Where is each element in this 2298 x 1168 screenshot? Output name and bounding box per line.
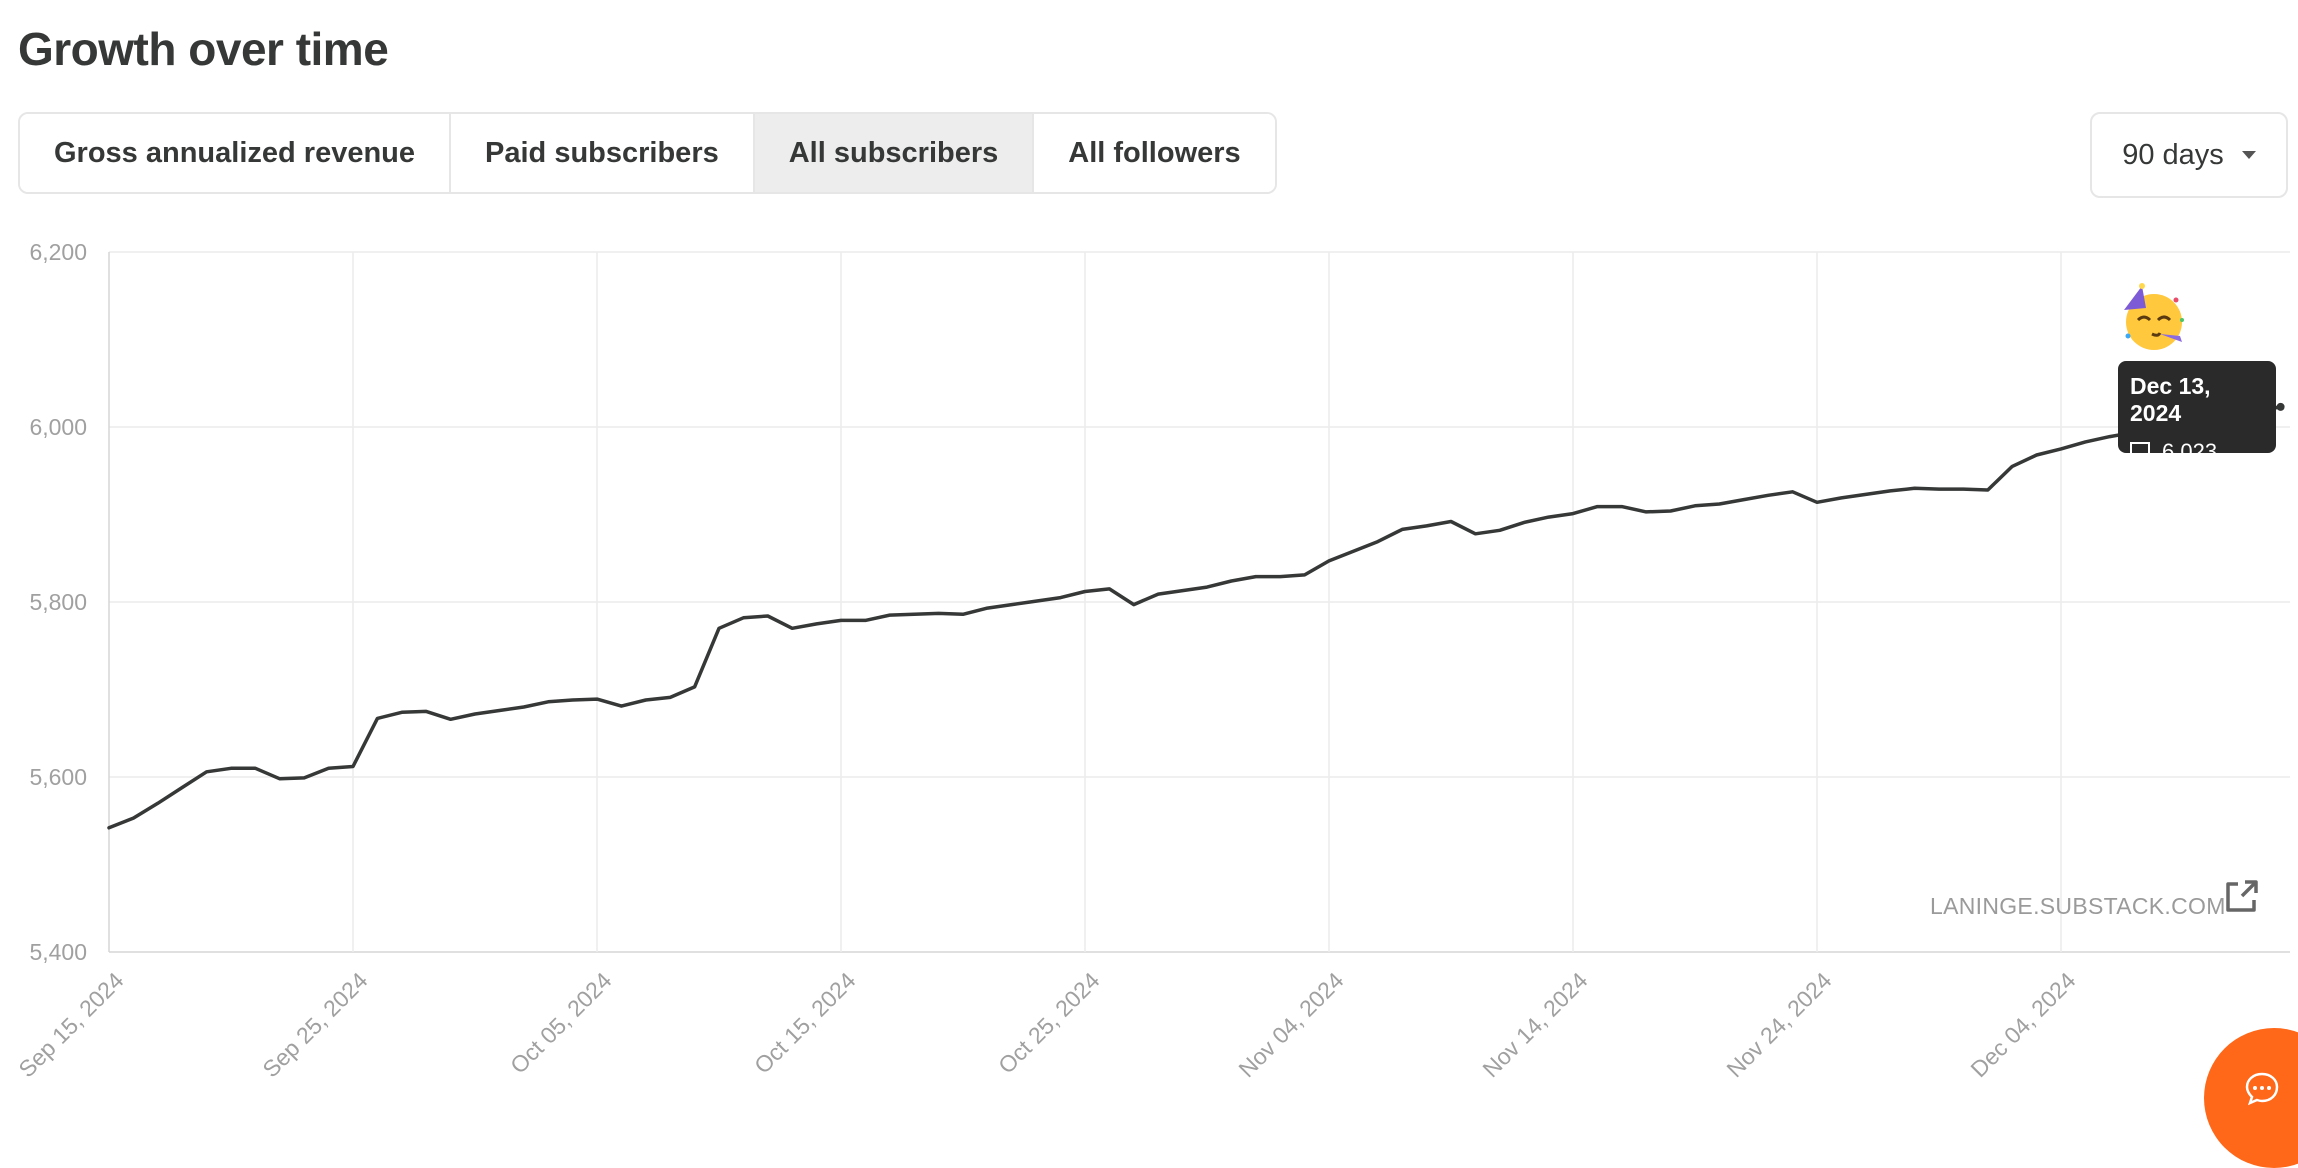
series-line xyxy=(107,405,2283,830)
y-tick-label: 5,800 xyxy=(29,589,87,615)
page-title: Growth over time xyxy=(18,23,389,75)
highlight-point xyxy=(2276,402,2285,411)
watermark-link[interactable]: LANINGE.SUBSTACK.COM xyxy=(1930,893,2226,919)
chat-icon xyxy=(2245,1072,2279,1106)
tab-paid-subscribers[interactable]: Paid subscribers xyxy=(451,114,755,192)
x-tick-label: Nov 04, 2024 xyxy=(1233,967,1348,1082)
tooltip-date: Dec 13, 2024 xyxy=(2130,373,2211,426)
external-link-icon[interactable] xyxy=(2222,878,2260,916)
y-tick-label: 5,400 xyxy=(29,939,87,965)
x-tick-label: Sep 25, 2024 xyxy=(257,967,372,1082)
tab-gross-annualized-revenue[interactable]: Gross annualized revenue xyxy=(20,114,452,192)
partying-face-icon xyxy=(2124,283,2184,350)
x-tick-label: Oct 25, 2024 xyxy=(993,967,1105,1079)
caret-down-icon xyxy=(2241,151,2256,159)
x-tick-label: Nov 24, 2024 xyxy=(1721,967,1836,1082)
range-select-value: 90 days xyxy=(2122,138,2224,171)
range-select[interactable]: 90 days xyxy=(2090,112,2288,198)
x-tick-label: Oct 05, 2024 xyxy=(505,967,617,1079)
tab-all-subscribers[interactable]: All subscribers xyxy=(754,114,1035,192)
y-tick-label: 6,200 xyxy=(29,239,87,265)
x-tick-label: Dec 04, 2024 xyxy=(1965,967,2080,1082)
growth-chart[interactable]: 5,400 5,600 5,800 6,000 6,200 Sep 15, 2024 Sep… xyxy=(0,0,2298,1112)
chart-tooltip: Dec 13, 2024 6,023 xyxy=(2118,361,2276,464)
metric-tabs: Gross annualized revenue Paid subscriber… xyxy=(18,112,1277,194)
x-tick-label: Oct 15, 2024 xyxy=(749,967,861,1079)
tab-all-followers[interactable]: All followers xyxy=(1034,114,1275,192)
x-tick-label: Nov 14, 2024 xyxy=(1477,967,1592,1082)
tooltip-value: 6,023 xyxy=(2162,439,2218,464)
y-tick-label: 6,000 xyxy=(29,414,87,440)
legend-swatch-icon xyxy=(2130,442,2150,462)
y-tick-label: 5,600 xyxy=(29,764,87,790)
x-tick-label: Sep 15, 2024 xyxy=(13,967,128,1082)
